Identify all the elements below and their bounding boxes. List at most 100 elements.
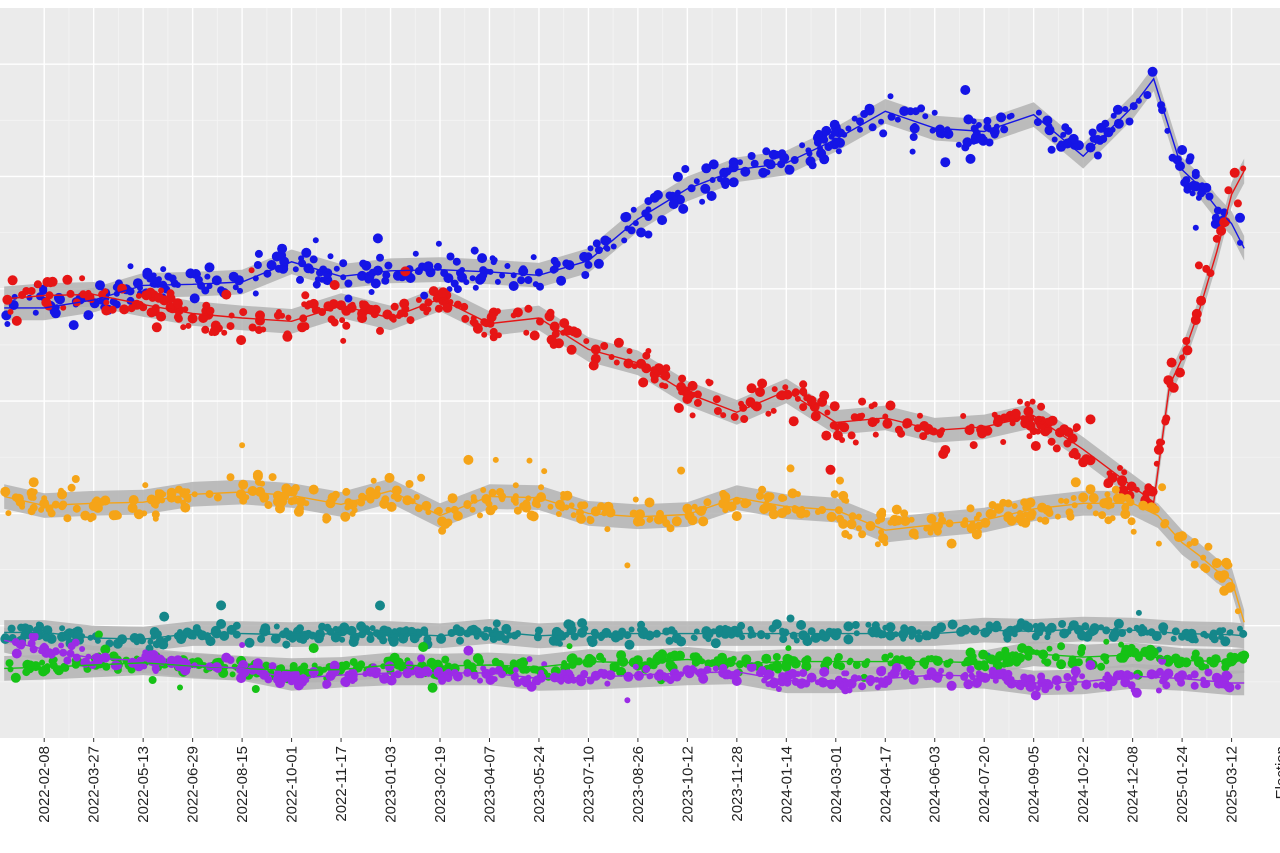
poll-point xyxy=(485,500,492,507)
poll-point xyxy=(63,514,72,523)
poll-point xyxy=(965,153,976,164)
poll-point xyxy=(1000,125,1009,134)
poll-point xyxy=(1137,626,1143,633)
poll-point xyxy=(947,619,958,630)
poll-point xyxy=(255,486,265,497)
poll-point xyxy=(980,672,991,683)
poll-point xyxy=(1081,622,1090,631)
poll-point xyxy=(1074,658,1083,667)
poll-point xyxy=(357,313,368,324)
poll-point xyxy=(10,672,21,683)
poll-point xyxy=(444,674,453,682)
poll-point xyxy=(138,636,147,645)
poll-point xyxy=(894,425,903,434)
poll-point xyxy=(95,280,105,291)
poll-point xyxy=(506,632,513,639)
poll-point xyxy=(992,677,999,684)
poll-point xyxy=(301,291,310,300)
poll-point xyxy=(963,679,974,690)
poll-point xyxy=(388,636,399,647)
poll-point xyxy=(5,510,12,517)
poll-point xyxy=(1051,675,1062,686)
poll-point xyxy=(1226,673,1233,680)
poll-point xyxy=(847,431,856,440)
poll-point xyxy=(26,660,35,669)
poll-point xyxy=(1085,142,1096,153)
poll-point xyxy=(851,115,858,122)
x-tick-label: 2023-11-28 xyxy=(729,746,746,822)
poll-point xyxy=(758,666,767,675)
poll-point xyxy=(151,322,162,333)
poll-point xyxy=(830,128,839,137)
poll-point xyxy=(62,274,73,285)
poll-point xyxy=(687,380,698,391)
poll-point xyxy=(816,148,827,159)
poll-point xyxy=(858,530,867,539)
poll-point xyxy=(440,519,451,529)
poll-point xyxy=(92,653,101,661)
poll-point xyxy=(865,621,872,628)
poll-point xyxy=(806,395,817,406)
poll-point xyxy=(708,159,719,170)
poll-point xyxy=(931,109,938,116)
poll-point xyxy=(239,496,248,505)
poll-point xyxy=(846,687,853,694)
poll-point xyxy=(413,494,420,500)
poll-point xyxy=(580,670,589,678)
x-tick-label: 2025-01-24 xyxy=(1174,746,1191,823)
poll-point xyxy=(858,397,867,406)
poll-point xyxy=(825,464,836,475)
poll-point xyxy=(11,315,22,326)
poll-point xyxy=(587,245,594,252)
poll-point xyxy=(613,359,620,366)
poll-point xyxy=(361,260,372,271)
poll-point xyxy=(570,512,577,519)
poll-point xyxy=(232,284,239,291)
poll-point xyxy=(312,280,321,289)
poll-point xyxy=(770,407,777,414)
poll-point xyxy=(541,661,548,668)
poll-point xyxy=(447,629,456,637)
poll-point xyxy=(413,666,420,673)
poll-point xyxy=(973,515,980,522)
poll-point xyxy=(1035,109,1042,116)
poll-point xyxy=(771,619,782,630)
poll-point xyxy=(547,503,554,510)
poll-point xyxy=(1190,538,1199,546)
poll-point xyxy=(330,318,339,327)
poll-point xyxy=(1221,558,1232,569)
poll-point xyxy=(933,674,942,683)
poll-point xyxy=(344,279,353,288)
poll-point xyxy=(802,636,813,647)
poll-point xyxy=(477,677,483,684)
poll-point xyxy=(534,679,541,686)
poll-point xyxy=(112,638,123,649)
poll-point xyxy=(368,289,375,295)
poll-point xyxy=(340,511,351,522)
poll-point xyxy=(1078,492,1089,503)
poll-point xyxy=(1070,477,1081,488)
poll-point xyxy=(1111,485,1120,494)
poll-point xyxy=(821,430,832,441)
poll-point xyxy=(379,636,388,645)
poll-point xyxy=(605,237,612,244)
poll-point xyxy=(1002,628,1013,639)
poll-point xyxy=(461,314,470,323)
poll-point xyxy=(166,289,175,298)
poll-point xyxy=(605,670,616,681)
poll-point xyxy=(1085,414,1096,425)
poll-point xyxy=(2,294,13,305)
poll-point xyxy=(202,301,211,310)
poll-point xyxy=(1235,212,1245,223)
poll-point xyxy=(1102,626,1111,635)
poll-point xyxy=(349,658,358,667)
poll-point xyxy=(867,629,874,636)
poll-point xyxy=(300,630,311,641)
poll-point xyxy=(50,308,61,319)
poll-point xyxy=(882,418,893,429)
poll-point xyxy=(1056,659,1067,670)
poll-point xyxy=(966,665,975,674)
poll-point xyxy=(20,631,29,640)
poll-point xyxy=(566,344,577,355)
poll-point xyxy=(1202,565,1211,573)
